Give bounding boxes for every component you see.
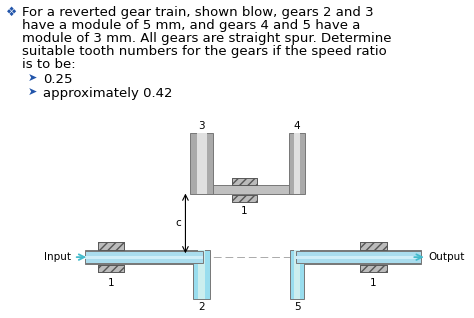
Bar: [98, 265, 124, 273]
Bar: [193, 250, 210, 299]
Bar: [98, 242, 124, 250]
Bar: [291, 250, 304, 299]
Text: 1: 1: [370, 278, 377, 288]
Text: ➤: ➤: [28, 86, 37, 97]
Text: 0.25: 0.25: [43, 73, 73, 86]
Bar: [294, 133, 300, 194]
Bar: [360, 265, 387, 273]
Text: ➤: ➤: [28, 73, 37, 83]
Bar: [360, 265, 387, 273]
Bar: [98, 265, 124, 273]
Text: have a module of 5 mm, and gears 4 and 5 have a: have a module of 5 mm, and gears 4 and 5…: [22, 19, 361, 32]
Bar: [360, 265, 387, 273]
Bar: [98, 265, 124, 273]
Bar: [360, 242, 387, 250]
Text: 4: 4: [294, 121, 301, 131]
Text: ❖: ❖: [6, 6, 18, 19]
Text: 1: 1: [241, 206, 248, 216]
Bar: [232, 195, 257, 202]
Bar: [232, 178, 257, 185]
Bar: [360, 242, 387, 250]
Bar: [360, 265, 387, 273]
Text: 1: 1: [108, 278, 114, 288]
Bar: [200, 185, 299, 194]
Polygon shape: [85, 252, 93, 262]
Text: For a reverted gear train, shown blow, gears 2 and 3: For a reverted gear train, shown blow, g…: [22, 6, 374, 19]
Bar: [98, 242, 124, 250]
Text: approximately 0.42: approximately 0.42: [43, 86, 173, 100]
Bar: [98, 242, 124, 250]
Text: is to be:: is to be:: [22, 58, 76, 71]
Bar: [85, 250, 203, 264]
Bar: [296, 251, 421, 263]
Text: c: c: [175, 218, 181, 228]
Text: Input: Input: [44, 252, 71, 262]
Bar: [290, 133, 305, 194]
Bar: [197, 133, 207, 194]
Text: 5: 5: [294, 302, 301, 312]
Text: Output: Output: [428, 252, 465, 262]
Bar: [98, 265, 124, 273]
Text: suitable tooth numbers for the gears if the speed ratio: suitable tooth numbers for the gears if …: [22, 45, 387, 58]
Bar: [98, 242, 124, 250]
Text: module of 3 mm. All gears are straight spur. Determine: module of 3 mm. All gears are straight s…: [22, 32, 392, 45]
Bar: [232, 195, 257, 202]
Bar: [295, 250, 421, 264]
Bar: [190, 133, 213, 194]
Bar: [294, 250, 300, 299]
Bar: [198, 250, 205, 299]
Text: 3: 3: [198, 121, 205, 131]
Bar: [232, 178, 257, 185]
Polygon shape: [413, 252, 421, 262]
Text: 2: 2: [198, 302, 205, 312]
Bar: [360, 242, 387, 250]
Bar: [85, 256, 202, 259]
Bar: [360, 242, 387, 250]
Bar: [296, 256, 421, 259]
Bar: [85, 251, 202, 263]
